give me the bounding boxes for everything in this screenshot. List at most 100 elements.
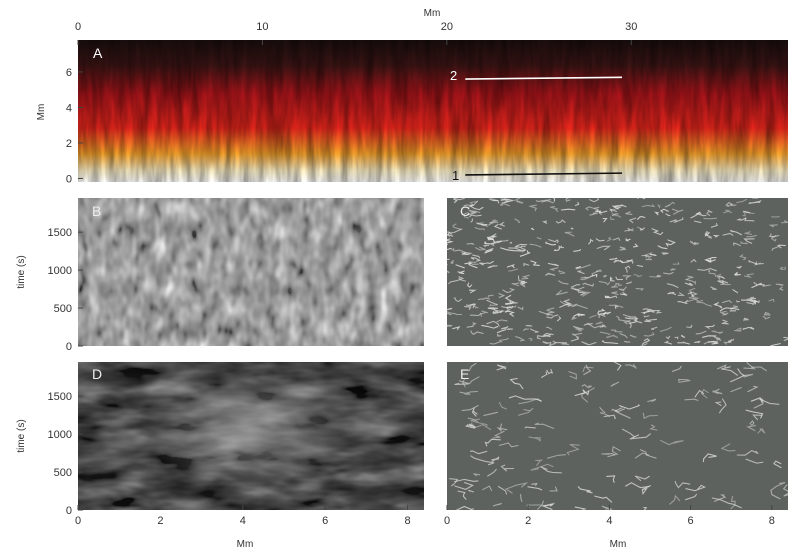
panel-c-track-stroke: [783, 336, 788, 342]
panel-c-track-stroke: [643, 315, 650, 318]
panel-c-track-stroke: [763, 312, 771, 316]
panel-c-track-stroke: [613, 259, 624, 263]
panel-c-strokes: [447, 198, 788, 346]
panel-c-track-stroke: [664, 201, 675, 208]
panel-c-track-stroke: [529, 328, 539, 333]
panel-c-track-stroke: [684, 282, 694, 287]
panel-c-track-stroke: [721, 319, 729, 325]
panel-c-track-stroke: [624, 227, 632, 232]
panel-c-track-stroke: [762, 316, 771, 320]
panel-e-track-stroke: [713, 494, 727, 502]
panel-e-track-stroke: [566, 443, 580, 456]
panel-e: E 0 2 4 6 8 Mm: [444, 362, 788, 550]
panel-e-axes: 0 2 4 6 8: [444, 505, 775, 527]
panel-c-track-stroke: [628, 319, 637, 324]
panel-e-track-stroke: [678, 378, 691, 383]
panel-c-track-stroke: [577, 313, 580, 317]
panel-c-track-stroke: [718, 275, 725, 279]
panel-c-track-stroke: [469, 214, 482, 218]
panel-e-track-stroke: [719, 398, 727, 414]
panel-c-track-stroke: [713, 234, 720, 238]
panel-c-track-stroke: [672, 261, 680, 265]
panel-c-track-stroke: [652, 310, 662, 314]
panel-e-track-stroke: [601, 505, 613, 510]
panel-c-track-stroke: [628, 217, 637, 224]
panel-c-track-stroke: [641, 255, 652, 258]
panel-c-track-stroke: [746, 296, 755, 300]
panel-c-track-stroke: [723, 209, 733, 214]
panel-e-track-stroke: [694, 389, 705, 398]
panel-c-track-stroke: [693, 241, 700, 246]
panel-c-track-stroke: [564, 231, 575, 237]
panel-c-track-stroke: [690, 258, 697, 263]
panel-e-track-stroke: [549, 486, 558, 492]
panel-e-track-stroke: [469, 508, 474, 510]
panel-c-track-stroke: [625, 237, 631, 242]
panel-c-track-stroke: [558, 280, 569, 285]
panel-c-track-stroke: [552, 340, 567, 344]
panel-c-track-stroke: [713, 336, 722, 341]
panel-c-track-stroke: [468, 201, 478, 208]
panel-c-track-stroke: [477, 297, 491, 301]
panel-c-track-stroke: [751, 198, 759, 199]
panel-c-track-stroke: [644, 318, 658, 323]
panel-c-track-stroke: [474, 246, 486, 251]
panel-e-track-stroke: [454, 481, 475, 490]
panel-c-track-stroke: [454, 249, 470, 256]
panel-c-track-stroke: [466, 242, 475, 246]
panel-c-track-stroke: [623, 340, 631, 343]
panel-c-track-stroke: [604, 295, 611, 299]
panel-c-track-stroke: [500, 198, 513, 204]
panel-e-track-stroke: [649, 424, 658, 431]
panel-e-track-stroke: [454, 478, 479, 483]
panel-c-track-stroke: [643, 332, 655, 337]
panel-c-track-stroke: [579, 277, 590, 281]
panel-c-track-stroke: [702, 335, 717, 338]
panel-e-xtick-label: 8: [769, 515, 775, 527]
panel-e-track-stroke: [634, 452, 650, 459]
panel-c-track-stroke: [488, 222, 494, 226]
panel-c-track-stroke: [488, 219, 498, 224]
panel-e-track-stroke: [721, 366, 738, 376]
panel-c-track-stroke: [708, 272, 722, 278]
panel-c-track-stroke: [482, 244, 490, 248]
panel-c-track-stroke: [575, 266, 581, 269]
panel-c-track-stroke: [778, 286, 784, 291]
panel-c-track-stroke: [618, 286, 627, 292]
panel-b-ylabel: time (s): [16, 255, 27, 288]
panel-c-track-stroke: [487, 294, 494, 298]
panel-c-track-stroke: [542, 220, 548, 224]
panel-c-track-stroke: [694, 340, 701, 344]
panel-c-track-stroke: [666, 283, 679, 288]
panel-c-track-stroke: [642, 310, 651, 315]
panel-c-track-stroke: [447, 324, 453, 328]
panel-c-track-stroke: [481, 224, 488, 227]
panel-c-track-stroke: [469, 312, 482, 317]
panel-a-ytick-label: 6: [66, 67, 72, 79]
panel-e-xtick-label: 0: [444, 515, 450, 527]
panel-e-track-stroke: [492, 430, 505, 439]
panel-c-track-stroke: [546, 314, 559, 319]
panel-c-track-stroke: [746, 301, 757, 305]
panel-c-track-stroke: [548, 341, 557, 346]
panel-e-track-stroke: [525, 502, 555, 509]
panel-c-track-stroke: [497, 333, 502, 337]
panel-e-track-stroke: [736, 449, 759, 456]
panel-e-label: E: [460, 366, 469, 382]
panel-e-track-stroke: [546, 368, 554, 375]
panel-d-axes: 0 500 1000 1500 0 2 4 6 8: [48, 391, 411, 527]
panel-c-track-stroke: [625, 211, 633, 215]
panel-c-track-stroke: [609, 208, 617, 213]
panel-c-track-stroke: [595, 238, 605, 242]
panel-e-track-stroke: [528, 436, 541, 442]
panel-c-track-stroke: [463, 200, 479, 207]
panel-b-ytick-label: 0: [66, 341, 72, 353]
panel-c-track-stroke: [571, 316, 577, 321]
panel-c-track-stroke: [677, 341, 690, 345]
panel-e-track-stroke: [684, 398, 699, 401]
panel-c-track-stroke: [542, 333, 554, 338]
panel-c-track-stroke: [629, 322, 632, 329]
panel-a-ylabel: Mm: [36, 104, 47, 121]
panel-c-track-stroke: [703, 217, 718, 220]
panel-c-track-stroke: [591, 270, 599, 277]
